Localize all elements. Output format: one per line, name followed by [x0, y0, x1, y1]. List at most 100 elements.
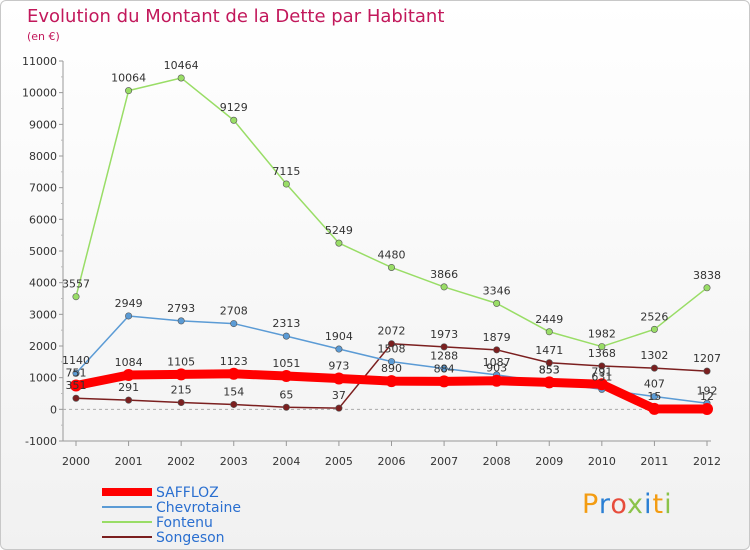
data-label: 1879: [483, 331, 511, 344]
data-label: 1087: [483, 356, 511, 369]
x-tick-label: 2005: [325, 455, 353, 468]
y-tick-label: 2000: [29, 340, 57, 353]
x-tick-label: 2011: [640, 455, 668, 468]
data-point: [122, 369, 135, 382]
y-tick-label: 7000: [29, 182, 57, 195]
data-point: [648, 402, 661, 415]
data-point: [387, 340, 395, 348]
data-label: 1207: [693, 352, 721, 365]
data-point: [282, 403, 290, 411]
y-tick-label: 9000: [29, 118, 57, 131]
data-label: 1471: [535, 344, 563, 357]
series-points: [70, 74, 713, 415]
y-tick-label: 4000: [29, 277, 57, 290]
data-label: 1982: [588, 328, 616, 341]
axes: -1000 0 1000 2000 3000 4000 5000 6000 7000 8000 90…: [22, 55, 721, 468]
data-label: 10464: [164, 59, 199, 72]
x-tick-label: 2000: [62, 455, 90, 468]
data-point: [177, 399, 185, 407]
data-point: [650, 364, 658, 372]
data-point: [438, 375, 451, 388]
data-label: 973: [328, 360, 349, 373]
data-label: 1973: [430, 328, 458, 341]
chart-unit-label: (en €): [27, 30, 60, 43]
data-label: 4480: [378, 248, 406, 261]
data-point: [701, 402, 713, 415]
data-point: [280, 370, 293, 383]
y-tick-label: 3000: [29, 308, 57, 321]
data-label: 9129: [220, 101, 248, 114]
data-point: [387, 358, 395, 366]
data-point: [335, 404, 343, 412]
data-point: [335, 345, 343, 353]
data-label: 2313: [272, 317, 300, 330]
data-label: 5249: [325, 224, 353, 237]
y-tick-label: 0: [50, 403, 57, 416]
data-point: [177, 74, 185, 82]
data-label: 3866: [430, 268, 458, 281]
data-point: [385, 375, 398, 388]
data-point: [227, 367, 240, 380]
data-label: 3838: [693, 269, 721, 282]
x-tick-label: 2007: [430, 455, 458, 468]
data-label: 3346: [483, 284, 511, 297]
data-label: 2949: [115, 297, 143, 310]
data-labels: 751 1084 1105 1123 1051 973 890 884 903 853 791 15 1…: [62, 59, 721, 403]
data-point: [598, 362, 606, 370]
y-tick-label: -1000: [25, 435, 57, 448]
legend-label-saffloz: SAFFLOZ: [156, 485, 219, 501]
data-label: 884: [434, 362, 455, 375]
x-tick-label: 2010: [588, 455, 616, 468]
data-point: [598, 343, 606, 351]
legend-label-chevrotaine: Chevrotaine: [156, 500, 241, 516]
data-label: 7115: [272, 165, 300, 178]
data-label: 1904: [325, 330, 353, 343]
data-point: [440, 343, 448, 351]
data-point: [440, 365, 448, 373]
data-label: 154: [223, 385, 244, 398]
data-point: [545, 359, 553, 367]
data-label: 903: [486, 362, 507, 375]
data-point: [125, 87, 133, 95]
y-tick-label: 8000: [29, 150, 57, 163]
data-point: [440, 283, 448, 291]
data-point: [70, 379, 82, 392]
x-tick-label: 2004: [272, 455, 300, 468]
data-point: [282, 180, 290, 188]
data-label: 10064: [111, 72, 146, 85]
data-point: [177, 317, 185, 325]
data-label: 2072: [378, 325, 406, 338]
data-point: [230, 320, 238, 328]
data-point: [650, 392, 658, 400]
data-label: 1084: [115, 356, 143, 369]
data-point: [650, 325, 658, 333]
data-point: [493, 346, 501, 354]
data-label: 3557: [62, 278, 90, 291]
data-point: [175, 368, 188, 381]
data-label: 751: [66, 367, 87, 380]
y-tick-label: 6000: [29, 213, 57, 226]
data-label: 890: [381, 362, 402, 375]
data-label: 2449: [535, 313, 563, 326]
y-tick-label: 1000: [29, 372, 57, 385]
x-tick-label: 2001: [115, 455, 143, 468]
legend-label-fontenu: Fontenu: [156, 515, 213, 531]
data-label: 1508: [378, 343, 406, 356]
data-point: [332, 372, 345, 385]
data-label: 2793: [167, 302, 195, 315]
data-label: 291: [118, 381, 139, 394]
data-point: [125, 312, 133, 320]
y-tick-label: 10000: [22, 87, 57, 100]
data-label: 192: [697, 384, 718, 397]
data-point: [703, 284, 711, 292]
data-label: 12: [700, 390, 714, 403]
data-point: [703, 367, 711, 375]
data-label: 1123: [220, 355, 248, 368]
data-point: [543, 376, 556, 389]
data-label: 15: [647, 390, 661, 403]
data-label: 853: [539, 363, 560, 376]
chart-title: Evolution du Montant de la Dette par Hab…: [27, 6, 445, 27]
data-point: [72, 293, 80, 301]
x-tick-label: 2003: [220, 455, 248, 468]
